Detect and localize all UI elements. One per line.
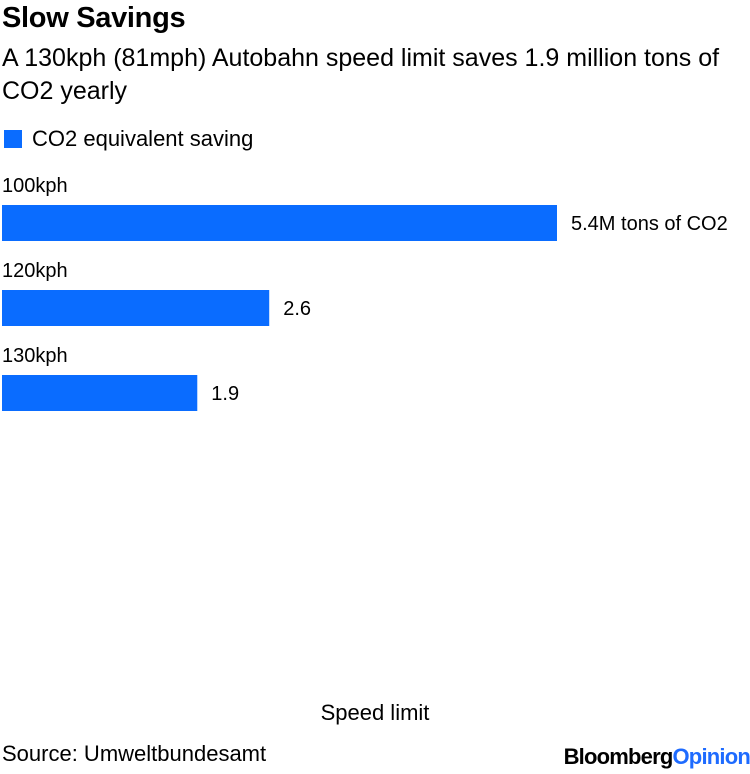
bar-chart: 100kph 5.4M tons of CO2 120kph 2.6 130kph 1.9 xyxy=(2,175,728,411)
legend: CO2 equivalent saving xyxy=(4,126,253,152)
value-label: 5.4M tons of CO2 xyxy=(571,213,728,235)
bar xyxy=(2,205,557,241)
brand-accent: Opinion xyxy=(672,744,750,769)
chart-subtitle: A 130kph (81mph) Autobahn speed limit sa… xyxy=(2,44,720,105)
category-label: 100kph xyxy=(2,175,68,197)
value-label: 2.6 xyxy=(283,298,311,320)
x-axis-label: Speed limit xyxy=(320,700,430,725)
legend-label: CO2 equivalent saving xyxy=(32,126,254,151)
brand-name: Bloomberg xyxy=(563,744,674,769)
category-label: 120kph xyxy=(2,260,68,282)
chart-title: Slow Savings xyxy=(2,2,186,34)
value-label: 1.9 xyxy=(211,383,239,405)
legend-swatch xyxy=(4,130,22,148)
category-label: 130kph xyxy=(2,345,68,367)
source-note: Source: Umweltbundesamt xyxy=(2,741,267,766)
brand-logo: BloombergOpinion xyxy=(564,744,750,770)
bar xyxy=(2,375,198,411)
bar xyxy=(2,290,270,326)
